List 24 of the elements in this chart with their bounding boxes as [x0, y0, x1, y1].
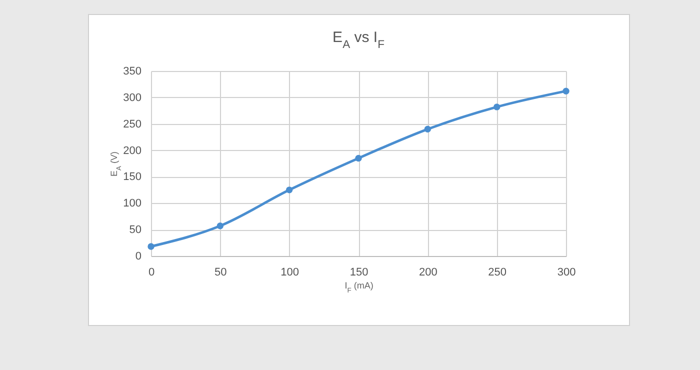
- point: [216, 222, 224, 230]
- y-tick-label: 300: [123, 92, 142, 104]
- x-tick-label: 200: [418, 266, 438, 278]
- x-axis-title: I$_{F}$ (mA): [344, 280, 374, 294]
- point: [148, 243, 154, 250]
- x-tick-label: 50: [214, 266, 227, 278]
- y-tick-label: 200: [123, 144, 142, 157]
- x-tick-label: 250: [488, 266, 507, 278]
- x-tick-label: 150: [350, 266, 368, 278]
- point: [493, 104, 500, 110]
- x-tick-label: 300: [557, 266, 576, 278]
- x-tick-label: 0: [148, 266, 155, 278]
- y-tick-label: 250: [123, 118, 142, 130]
- y-tick-label: 0: [135, 250, 142, 262]
- y-tick-label: 150: [123, 171, 142, 184]
- point: [562, 88, 570, 94]
- x-tick-label: 100: [280, 266, 300, 278]
- point: [355, 154, 362, 162]
- y-tick-label: 100: [123, 198, 142, 210]
- chart-title: E$_{A}$ vs I$_{F}$: [332, 29, 385, 51]
- y-tick-label: 50: [129, 224, 142, 236]
- point: [424, 126, 432, 132]
- y-tick-label: 350: [123, 66, 142, 78]
- point: [286, 186, 293, 194]
